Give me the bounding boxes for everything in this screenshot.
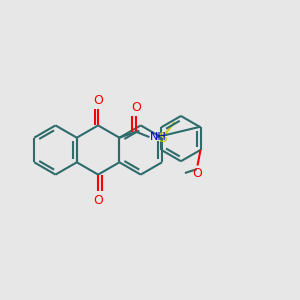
Text: O: O <box>93 94 103 106</box>
Text: NH: NH <box>150 132 167 142</box>
Text: O: O <box>131 101 141 114</box>
Text: S: S <box>158 131 166 145</box>
Text: O: O <box>93 194 103 206</box>
Text: O: O <box>193 167 202 180</box>
